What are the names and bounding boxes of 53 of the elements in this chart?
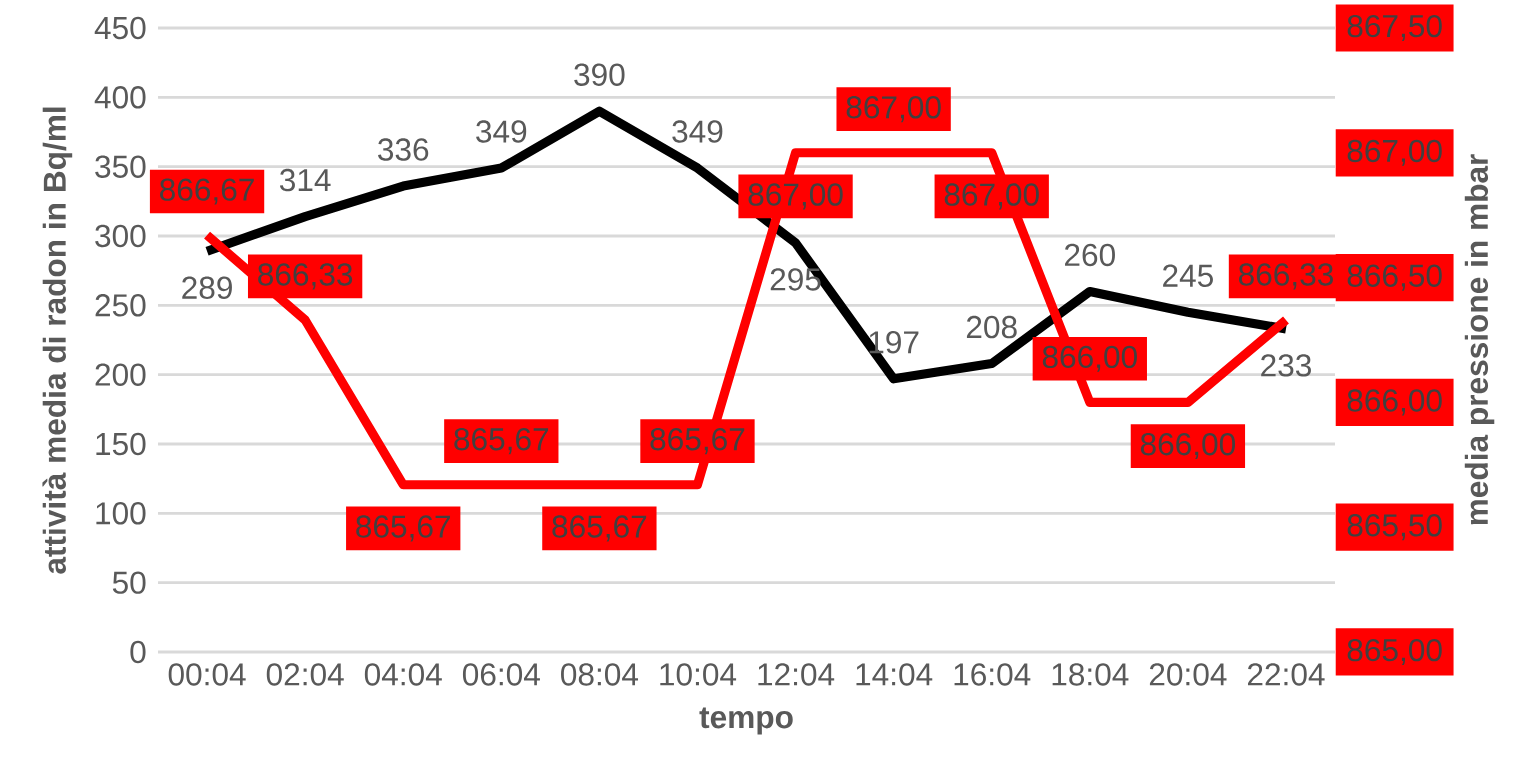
x-tick-label: 22:04 xyxy=(1248,663,1325,686)
x-tick-label: 08:04 xyxy=(561,663,639,686)
data-label: 866,33 xyxy=(258,263,353,290)
data-label: 867,00 xyxy=(846,96,941,123)
data-label: 867,00 xyxy=(748,183,843,210)
y-tick-label: 200 xyxy=(95,363,146,386)
data-label: 865,67 xyxy=(454,428,549,455)
data-label: 865,67 xyxy=(650,428,745,455)
data-label: 867,00 xyxy=(944,183,1039,210)
x-tick-label: 14:04 xyxy=(856,663,933,686)
y-tick-label: 100 xyxy=(96,502,146,525)
x-tick-label: 06:04 xyxy=(462,663,540,686)
data-label: 289 xyxy=(182,276,232,299)
y2-tick-label: 867,50 xyxy=(1347,14,1442,42)
x-tick-label: 12:04 xyxy=(758,663,835,686)
y2-tick-label: 866,50 xyxy=(1347,264,1442,291)
data-label: 866,00 xyxy=(1140,432,1236,460)
data-label: 233 xyxy=(1261,354,1311,377)
data-label: 866,00 xyxy=(1042,345,1137,372)
y2-axis-title: media pressione in mbar xyxy=(1464,154,1495,525)
data-label: 314 xyxy=(279,168,331,192)
data-label: 245 xyxy=(1163,264,1213,287)
x-tick-label: 02:04 xyxy=(266,663,344,686)
data-label: 390 xyxy=(574,63,625,86)
y-tick-label: 450 xyxy=(94,16,146,40)
y-axis-title: attività media di radon in Bq/ml xyxy=(42,107,73,574)
y-tick-label: 50 xyxy=(112,571,146,594)
data-label: 866,33 xyxy=(1238,263,1333,290)
y2-tick-label: 866,00 xyxy=(1347,389,1442,416)
y2-tick-label: 867,00 xyxy=(1347,139,1442,166)
x-tick-label: 18:04 xyxy=(1052,663,1129,686)
data-label: 349 xyxy=(672,120,723,143)
data-label: 260 xyxy=(1065,243,1115,267)
x-tick-label: 10:04 xyxy=(660,663,737,686)
x-tick-label: 04:04 xyxy=(364,663,442,686)
data-label: 866,67 xyxy=(160,178,254,205)
y-tick-label: 300 xyxy=(95,224,146,248)
data-label: 349 xyxy=(476,120,527,143)
y2-tick-label: 865,50 xyxy=(1347,514,1442,541)
y-tick-label: 350 xyxy=(95,155,146,178)
data-label: 865,67 xyxy=(552,515,647,542)
data-label: 865,67 xyxy=(356,515,450,542)
y-tick-label: 150 xyxy=(96,432,146,456)
y2-tick-label: 865,00 xyxy=(1347,638,1442,666)
y-tick-label: 400 xyxy=(94,86,146,109)
x-axis-title: tempo xyxy=(699,707,793,735)
data-label: 336 xyxy=(378,138,429,161)
x-tick-label: 20:04 xyxy=(1149,663,1227,686)
x-tick-label: 00:04 xyxy=(168,663,246,686)
data-label: 208 xyxy=(966,315,1017,339)
x-tick-label: 16:04 xyxy=(954,663,1031,686)
y-tick-label: 0 xyxy=(130,640,146,664)
y-tick-label: 250 xyxy=(95,294,146,317)
